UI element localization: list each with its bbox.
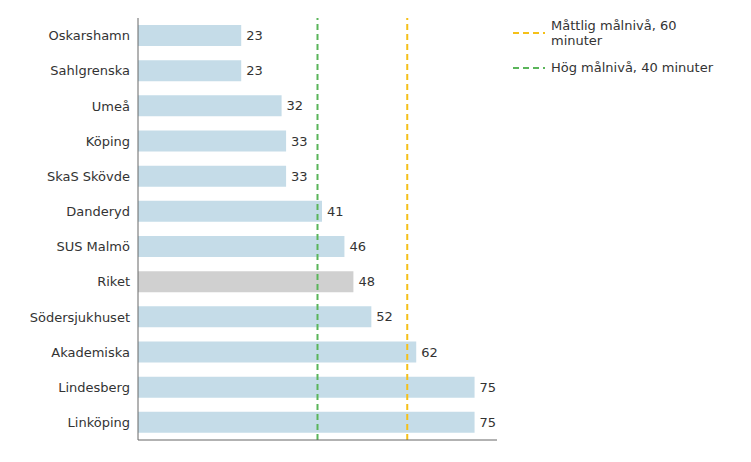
svg-text:Danderyd: Danderyd <box>66 204 130 219</box>
svg-text:Riket: Riket <box>97 274 130 289</box>
svg-text:23: 23 <box>246 28 263 43</box>
svg-text:75: 75 <box>480 380 497 395</box>
svg-text:SkaS Skövde: SkaS Skövde <box>47 169 130 184</box>
svg-text:48: 48 <box>358 274 375 289</box>
html-text:Måttlig målnivå, 60 minuter: Måttlig målnivå, 60 minuter <box>551 18 677 48</box>
svg-text:Köping: Köping <box>86 134 130 149</box>
svg-text:Linköping: Linköping <box>68 415 130 430</box>
svg-text:32: 32 <box>287 98 304 113</box>
svg-text:Sahlgrenska: Sahlgrenska <box>50 63 130 78</box>
svg-text:Lindesberg: Lindesberg <box>58 380 130 395</box>
svg-text:46: 46 <box>349 239 366 254</box>
svg-text:Södersjukhuset: Södersjukhuset <box>30 310 130 325</box>
html-text:Hög målnivå, 40 minuter: Hög målnivå, 40 minuter <box>551 60 713 75</box>
svg-text:Akademiska: Akademiska <box>51 345 130 360</box>
svg-text:33: 33 <box>291 169 308 184</box>
svg-text:Oskarshamn: Oskarshamn <box>49 28 131 43</box>
svg-text:62: 62 <box>421 345 438 360</box>
svg-text:23: 23 <box>246 63 263 78</box>
svg-text:33: 33 <box>291 134 308 149</box>
svg-text:SUS Malmö: SUS Malmö <box>56 239 130 254</box>
svg-text:Umeå: Umeå <box>92 99 130 114</box>
svg-text:52: 52 <box>376 309 393 324</box>
svg-text:75: 75 <box>480 415 497 430</box>
svg-text:41: 41 <box>327 204 344 219</box>
